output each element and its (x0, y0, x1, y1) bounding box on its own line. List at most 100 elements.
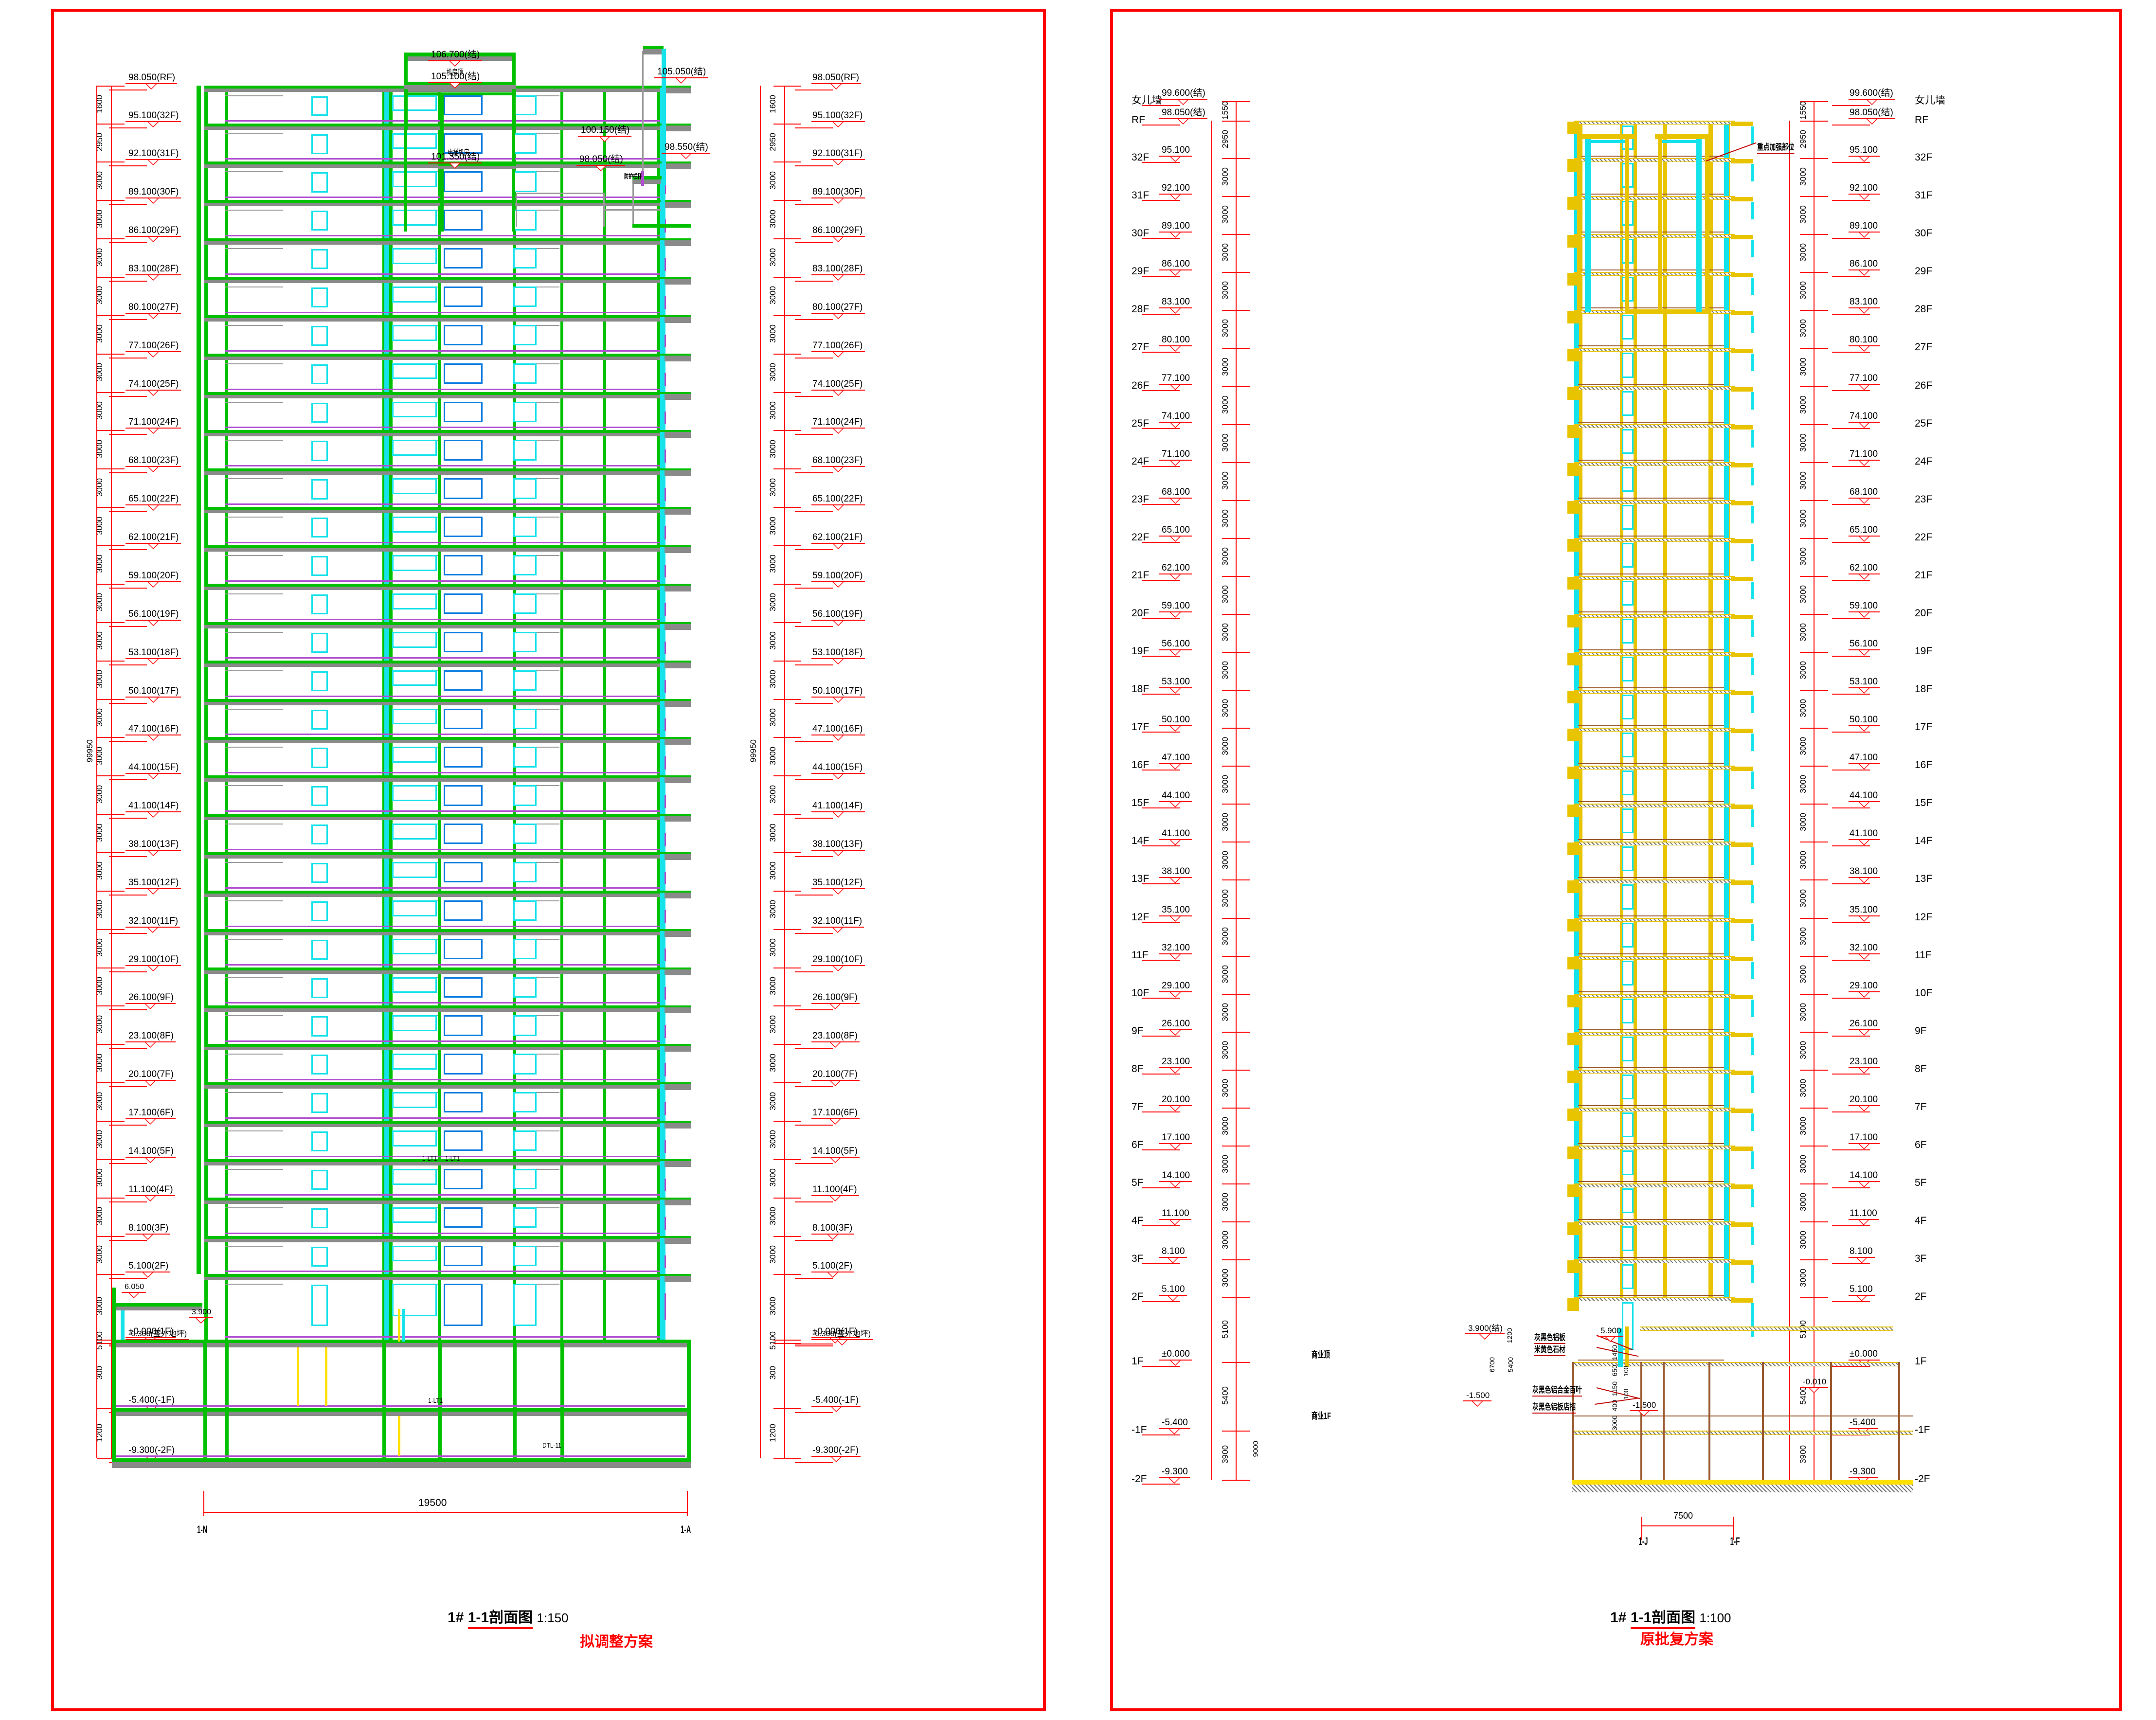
r-finish-line (1578, 421, 1724, 423)
elevation-triangle-icon (1859, 1068, 1870, 1074)
axis-label-left: 1-N (197, 1523, 208, 1536)
balcony-ledge (665, 1199, 691, 1205)
floor-label-right: 6F (1915, 1139, 1927, 1150)
floor-slab-core (204, 740, 691, 744)
floor-slab (204, 200, 691, 203)
elevation-triangle-icon (1859, 1030, 1870, 1036)
elevation-triangle-icon (147, 659, 159, 664)
floor-slab-core (204, 433, 691, 437)
floor-finish-line (225, 848, 663, 850)
elevation-baseline (1832, 428, 1870, 429)
right-dim-value: 3000 (768, 823, 777, 842)
floor-slab (204, 1274, 691, 1277)
elevation-triangle-icon (832, 812, 844, 818)
elevation-tag-text: 23.100 (1159, 1057, 1192, 1068)
elevation-baseline (109, 626, 147, 627)
curtain-panel (660, 317, 665, 356)
r-door (1622, 1036, 1634, 1061)
right-dim-tick (773, 1274, 801, 1275)
tower-wall-4 (438, 86, 441, 1340)
floor-label: 15F (1132, 797, 1150, 809)
r-left-dim-value: 3000 (1221, 433, 1230, 452)
elevation-baseline (795, 1345, 833, 1347)
floor-label-right: -2F (1915, 1473, 1930, 1485)
r-shaft-box (1567, 842, 1579, 856)
left-dim-tick (97, 1082, 125, 1084)
elevation-triangle-icon (1170, 460, 1181, 466)
floor-slab (204, 1159, 691, 1162)
r-shaft-box (1567, 729, 1579, 742)
r-balcony (1731, 729, 1753, 734)
r-right-dim-value: 3000 (1798, 167, 1808, 186)
floor-finish-line (225, 618, 663, 620)
r-left-dim-value: 3000 (1221, 1040, 1230, 1059)
elevation-tag-text: 74.100(25F) (126, 379, 181, 391)
floor-finish-line (225, 1271, 663, 1272)
r-right-dim-tick (1800, 101, 1828, 102)
elevation-tag-text: 95.100(32F) (126, 111, 181, 122)
floor-label: 11F (1132, 949, 1149, 961)
elevation-tag-text: ±0.000 (1849, 1349, 1880, 1361)
floor-finish-line (225, 887, 663, 889)
elevation-triangle-icon (1167, 1258, 1178, 1264)
elevation-triangle-icon (1170, 157, 1181, 162)
left-dim-tick (97, 430, 125, 431)
r-rail-glass (1751, 771, 1754, 789)
r-slab-hatch (1577, 387, 1732, 390)
elevation-tag: 86.100(29F) (109, 226, 181, 244)
elevation-tag: 23.100 (1832, 1057, 1880, 1075)
elevation-triangle-icon (1859, 954, 1870, 960)
door-leaf (311, 862, 328, 883)
right-dim-tick (773, 1121, 801, 1122)
balcony-ledge (665, 892, 691, 898)
balcony-ledge (665, 509, 691, 515)
elevation-tag-text: 59.100(20F) (811, 571, 865, 582)
elevation-baseline (1142, 238, 1180, 239)
floor-label-right: 28F (1915, 304, 1933, 315)
swing-door (513, 171, 537, 192)
elevation-tag: 92.100(31F) (795, 149, 865, 167)
r-rail-glass (1751, 240, 1754, 258)
floor-finish-line (225, 772, 663, 774)
elevation-tag-text: 77.100 (1849, 374, 1880, 385)
elevation-tag-text: 53.100 (1849, 677, 1880, 689)
curtain-panel (660, 355, 665, 394)
curtain-panel (660, 394, 665, 432)
elevation-triangle-icon (832, 850, 844, 856)
roof-level-105050: 105.050(结) (654, 67, 708, 84)
drawing-title-right: 1# 1-1剖面图 1:100 (1610, 1605, 1731, 1629)
floor-slab-core (204, 356, 691, 360)
elevation-tag-text: 41.100(14F) (811, 801, 865, 813)
r-basement-wall-5 (1830, 1362, 1832, 1480)
elevation-tag: 35.100(12F) (109, 878, 181, 896)
balcony-ledge (665, 125, 691, 131)
basement-wall-2 (225, 1339, 229, 1458)
elevation-baseline (795, 1412, 833, 1414)
elevation-tag: 53.100 (1832, 677, 1880, 695)
r-slab-hatch (1577, 653, 1732, 656)
elevation-tag: 98.050(RF) (795, 73, 862, 90)
glass-door (444, 631, 483, 653)
window-opening (392, 555, 437, 571)
elevation-baseline (1832, 1035, 1870, 1037)
window-opening (392, 324, 437, 341)
window-opening (392, 1015, 437, 1032)
r-shaft-box (1567, 614, 1579, 627)
floor-label: 32F (1132, 152, 1150, 163)
r-right-dim-value: 3000 (1798, 509, 1808, 528)
roof-parapet-cap-left (1577, 134, 1635, 139)
elevation-tag-text: 47.100 (1849, 753, 1880, 765)
level-tag-commercial-top: 商业顶 (1312, 1350, 1330, 1360)
floor-slab (204, 699, 691, 702)
elevation-triangle-icon (1859, 346, 1870, 352)
elevation-triangle-icon (1866, 119, 1877, 125)
elevation-tag-text: 5.100 (1159, 1285, 1187, 1296)
ceiling-line-c (516, 324, 559, 326)
balcony-ledge (665, 547, 691, 554)
r-right-dim-tick (1800, 424, 1828, 425)
r-rail-glass (1751, 1037, 1754, 1055)
elevation-tag: 80.100(27F) (109, 303, 181, 320)
floor-label: 13F (1132, 873, 1150, 885)
elevation-baseline (109, 818, 147, 819)
elevation-baseline (109, 1125, 147, 1126)
